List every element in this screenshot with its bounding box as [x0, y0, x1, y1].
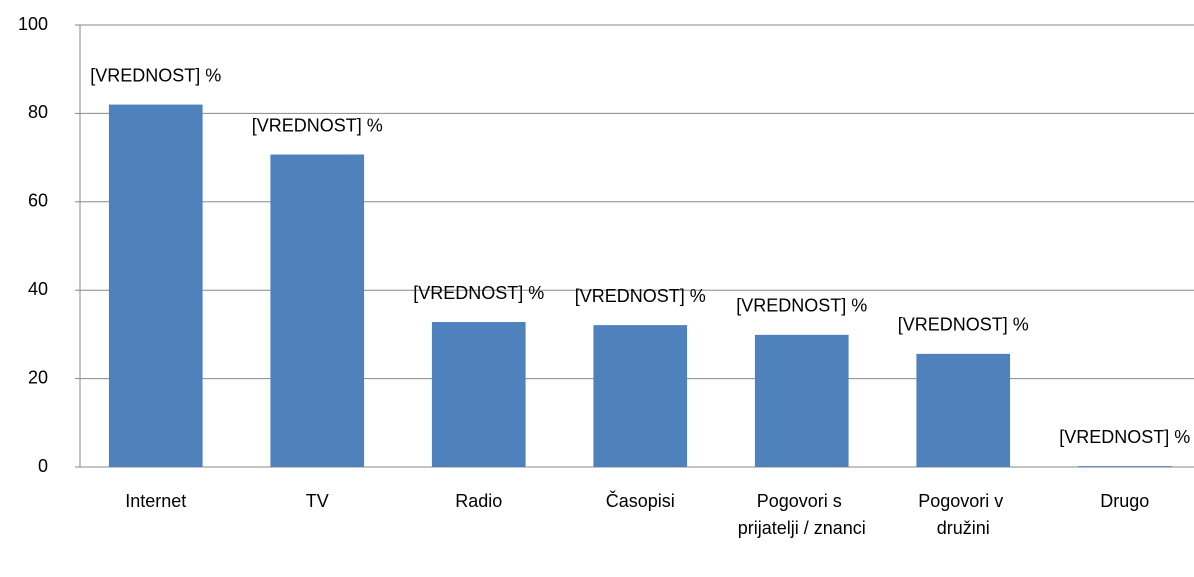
- x-tick-label: Drugo: [1100, 491, 1149, 511]
- x-tick-label: TV: [306, 491, 329, 511]
- data-label: [VREDNOST] %: [898, 315, 1029, 335]
- bar: [1077, 466, 1172, 468]
- data-label: [VREDNOST] %: [252, 115, 383, 135]
- x-tick-label: Internet: [125, 491, 186, 511]
- bar: [754, 334, 849, 467]
- data-label: [VREDNOST] %: [90, 65, 221, 85]
- x-tick-label: Pogovori s prijatelji / znanci: [738, 491, 866, 538]
- bar: [916, 353, 1011, 467]
- y-tick-label: 0: [38, 456, 48, 476]
- x-tick-label: Pogovori v družini: [918, 491, 1008, 538]
- bar: [431, 322, 526, 467]
- y-tick-label: 100: [18, 14, 48, 34]
- bar: [593, 325, 688, 467]
- bar: [270, 154, 365, 468]
- data-label: [VREDNOST] %: [1059, 427, 1190, 447]
- data-label: [VREDNOST] %: [736, 296, 867, 316]
- bar: [108, 104, 203, 467]
- x-tick-label: Časopisi: [606, 490, 675, 511]
- data-label: [VREDNOST] %: [575, 286, 706, 306]
- y-tick-label: 60: [28, 191, 48, 211]
- y-tick-label: 40: [28, 279, 48, 299]
- x-tick-label: Radio: [455, 491, 502, 511]
- data-label: [VREDNOST] %: [413, 283, 544, 303]
- y-tick-label: 20: [28, 367, 48, 387]
- y-tick-label: 80: [28, 102, 48, 122]
